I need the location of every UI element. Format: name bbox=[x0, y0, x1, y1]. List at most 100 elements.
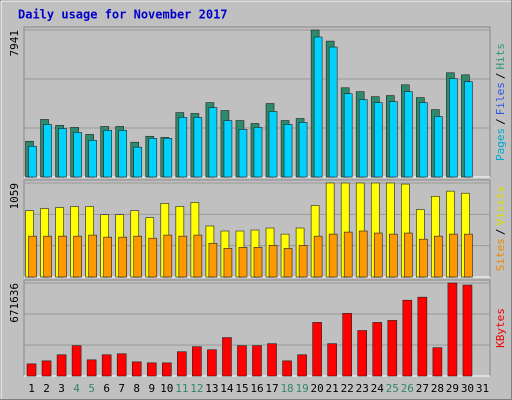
bar bbox=[116, 353, 127, 377]
x-tick-label: 3 bbox=[58, 382, 65, 395]
bar bbox=[58, 235, 67, 278]
bar bbox=[447, 282, 458, 377]
bar bbox=[88, 140, 97, 178]
bar bbox=[253, 127, 263, 178]
bar bbox=[192, 346, 202, 377]
bar bbox=[417, 296, 428, 377]
bar bbox=[283, 248, 293, 278]
x-tick-label: 26 bbox=[401, 382, 414, 395]
x-tick-label: 30 bbox=[461, 382, 474, 395]
bar bbox=[28, 235, 37, 278]
bar bbox=[208, 107, 218, 178]
bar bbox=[71, 345, 82, 377]
y-tick-label: 1059 bbox=[8, 183, 21, 210]
bar bbox=[419, 102, 428, 178]
bar bbox=[328, 46, 338, 178]
bar bbox=[388, 101, 398, 178]
x-tick-label: 15 bbox=[235, 382, 248, 395]
bar bbox=[419, 238, 428, 278]
bar bbox=[434, 116, 443, 178]
legend: Sites / Visits bbox=[494, 186, 507, 272]
y-tick-label: 671636 bbox=[8, 283, 21, 323]
chart-title: Daily usage for November 2017 bbox=[18, 8, 228, 22]
legend: Pages / Files / Hits bbox=[494, 43, 507, 161]
bar bbox=[101, 354, 112, 377]
x-tick-label: 4 bbox=[73, 382, 80, 395]
bar bbox=[103, 130, 112, 178]
legend-entry: Sites bbox=[494, 238, 507, 271]
x-tick-label: 29 bbox=[446, 382, 459, 395]
x-tick-label: 11 bbox=[175, 382, 188, 395]
bar bbox=[268, 245, 278, 278]
x-tick-label: 14 bbox=[220, 382, 234, 395]
x-tick-label: 28 bbox=[431, 382, 444, 395]
bar bbox=[178, 235, 188, 278]
x-tick-label: 23 bbox=[356, 382, 369, 395]
bar bbox=[178, 117, 188, 178]
bar bbox=[118, 130, 128, 178]
bar bbox=[283, 124, 293, 178]
bar bbox=[343, 231, 353, 278]
bar bbox=[298, 122, 308, 178]
bar bbox=[238, 247, 248, 278]
bar bbox=[148, 138, 158, 178]
x-tick-label: 7 bbox=[118, 382, 125, 395]
bar bbox=[388, 233, 398, 278]
bar bbox=[208, 242, 218, 278]
bar bbox=[163, 138, 173, 178]
bar bbox=[56, 354, 67, 377]
bar bbox=[133, 146, 143, 178]
x-tick-label: 18 bbox=[280, 382, 293, 395]
x-tick-label: 2 bbox=[43, 382, 50, 395]
bar bbox=[43, 124, 52, 178]
bar bbox=[402, 299, 413, 377]
x-tick-label: 31 bbox=[476, 382, 489, 395]
bar bbox=[222, 337, 232, 377]
x-tick-label: 10 bbox=[160, 382, 173, 395]
bar bbox=[358, 230, 368, 278]
bar bbox=[462, 284, 473, 377]
legend-separator: / bbox=[494, 229, 507, 236]
bar bbox=[207, 349, 217, 377]
bar bbox=[28, 145, 37, 178]
bar bbox=[163, 234, 173, 278]
bar bbox=[464, 233, 473, 278]
bar bbox=[58, 128, 67, 178]
bar bbox=[193, 117, 203, 178]
x-tick-label: 17 bbox=[265, 382, 278, 395]
x-tick-label: 22 bbox=[341, 382, 354, 395]
bar bbox=[327, 343, 337, 377]
bar bbox=[358, 99, 368, 178]
bar bbox=[86, 359, 97, 377]
bar bbox=[432, 347, 443, 377]
legend-entry: Pages bbox=[494, 128, 507, 161]
bar bbox=[238, 129, 248, 178]
legend-entry: KBytes bbox=[494, 308, 507, 348]
bar bbox=[146, 362, 157, 377]
x-tick-label: 27 bbox=[416, 382, 429, 395]
x-tick-label: 19 bbox=[295, 382, 308, 395]
bar bbox=[434, 235, 443, 278]
bar bbox=[404, 232, 413, 278]
bar bbox=[193, 234, 203, 278]
x-tick-label: 13 bbox=[205, 382, 218, 395]
legend-separator: / bbox=[494, 118, 507, 125]
bar bbox=[43, 235, 52, 278]
bar bbox=[404, 91, 413, 178]
bar bbox=[328, 233, 338, 278]
bar bbox=[312, 322, 322, 377]
bar bbox=[282, 360, 292, 377]
bar bbox=[162, 362, 172, 377]
bar bbox=[103, 236, 112, 278]
y-tick-label: 7941 bbox=[8, 30, 21, 57]
bar bbox=[268, 111, 278, 178]
x-tick-label: 12 bbox=[190, 382, 203, 395]
bar bbox=[223, 248, 233, 278]
bar bbox=[464, 81, 473, 178]
bar bbox=[73, 132, 82, 178]
legend: KBytes bbox=[494, 308, 507, 348]
bar bbox=[73, 235, 82, 278]
bar bbox=[133, 235, 143, 278]
